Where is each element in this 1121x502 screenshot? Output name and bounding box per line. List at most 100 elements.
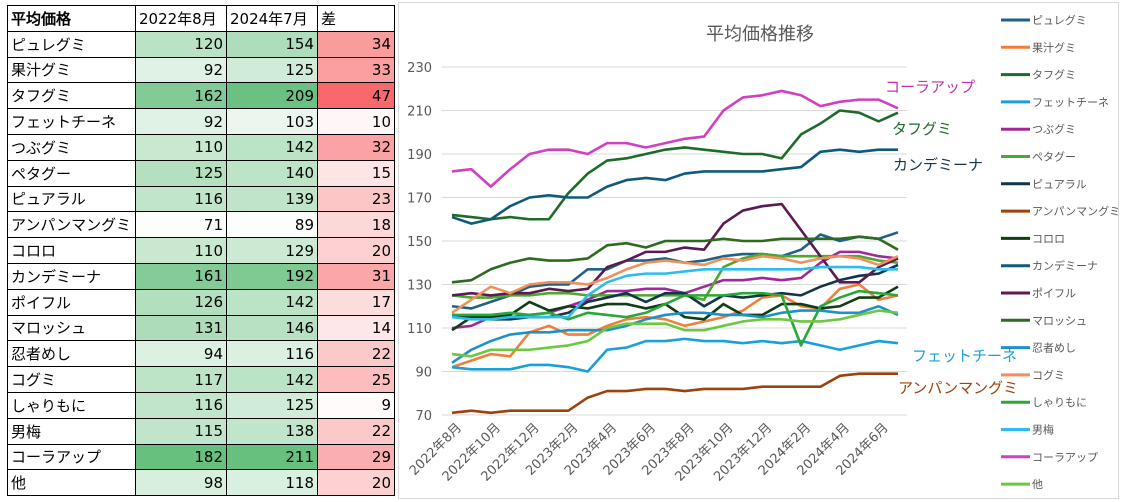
value-cell[interactable]: 139 [226, 185, 318, 213]
value-cell[interactable]: 209 [226, 82, 318, 110]
row-label[interactable]: ピュアラル [7, 185, 136, 213]
table-row: コロロ 110 129 20 [7, 237, 395, 264]
value-cell[interactable]: 29 [317, 443, 395, 471]
value-cell[interactable]: 120 [135, 30, 227, 58]
table-row: マロッシュ 131 146 14 [7, 314, 395, 342]
row-label[interactable]: コーラアップ [7, 443, 136, 471]
series-line-11 [451, 235, 899, 284]
row-label[interactable]: アンパンマングミ [7, 211, 136, 239]
row-label[interactable]: マロッシュ [7, 314, 136, 342]
value-cell[interactable]: 98 [135, 469, 227, 497]
value-cell[interactable]: 117 [135, 366, 227, 393]
series-line-9 [451, 148, 898, 225]
legend-label: つぶグミ [1032, 122, 1076, 136]
value-cell[interactable]: 146 [226, 314, 318, 342]
series-line-12 [451, 304, 899, 364]
value-cell[interactable]: 15 [317, 159, 395, 187]
series-annotation: フェットチーネ [912, 347, 1017, 365]
value-cell[interactable]: 23 [317, 185, 395, 213]
table-row: アンパンマングミ 71 89 18 [7, 211, 395, 239]
row-label[interactable]: ピュレグミ [7, 30, 136, 58]
value-cell[interactable]: 116 [135, 185, 227, 213]
value-cell[interactable]: 192 [226, 262, 318, 290]
value-cell[interactable]: 89 [226, 211, 318, 239]
value-cell[interactable]: 33 [317, 56, 395, 84]
value-cell[interactable]: 125 [226, 391, 318, 419]
legend-label: 男梅 [1032, 423, 1054, 437]
value-cell[interactable]: 18 [317, 211, 395, 239]
series-line-3 [451, 337, 899, 373]
value-cell[interactable]: 110 [135, 237, 227, 264]
table-row: フェットチーネ 92 103 10 [7, 108, 395, 135]
value-cell[interactable]: 17 [317, 288, 395, 316]
value-cell[interactable]: 31 [317, 262, 395, 290]
table-row: カンデミーナ 161 192 31 [7, 262, 395, 290]
price-table: 平均価格 2022年8月 2024年7月差ピュレグミ 120 154 34 果汁グミ 92 12… [7, 5, 395, 497]
value-cell[interactable]: 182 [135, 443, 227, 471]
series-line-15 [451, 265, 898, 321]
table-row: ポイフル 126 142 17 [7, 288, 395, 316]
value-cell[interactable]: 116 [135, 391, 227, 419]
value-cell[interactable]: 118 [226, 469, 318, 497]
value-cell[interactable]: 140 [226, 159, 318, 187]
column-header: 差 [317, 5, 395, 32]
row-label[interactable]: フェットチーネ [7, 108, 136, 135]
series-annotation: コーラアップ [885, 78, 975, 96]
value-cell[interactable]: 142 [226, 133, 318, 161]
value-cell[interactable]: 22 [317, 417, 395, 445]
chart-title: 平均価格推移 [706, 24, 814, 45]
y-tick-label: 230 [407, 61, 432, 76]
value-cell[interactable]: 142 [226, 366, 318, 393]
series-line-5 [451, 252, 899, 302]
legend-label: ピュアラル [1032, 178, 1087, 191]
value-cell[interactable]: 20 [317, 469, 395, 497]
value-cell[interactable]: 22 [317, 340, 395, 368]
value-cell[interactable]: 116 [226, 340, 318, 368]
series-line-16 [451, 89, 899, 188]
value-cell[interactable]: 34 [317, 30, 395, 58]
table-row: 男梅 115 138 22 [7, 417, 395, 445]
value-cell[interactable]: 115 [135, 417, 227, 445]
value-cell[interactable]: 92 [135, 56, 227, 84]
value-cell[interactable]: 47 [317, 82, 395, 110]
value-cell[interactable]: 92 [135, 108, 227, 135]
column-header: 平均価格 [7, 5, 136, 32]
row-label[interactable]: 果汁グミ [7, 56, 136, 84]
table-row: しゃりもに 116 125 9 [7, 391, 395, 419]
value-cell[interactable]: 125 [135, 159, 227, 187]
series-annotation: カンデミーナ [893, 156, 983, 174]
table-row: 忍者めし 94 116 22 [7, 340, 395, 368]
legend-label: しゃりもに [1032, 396, 1087, 409]
row-label[interactable]: 男梅 [7, 417, 136, 445]
value-cell[interactable]: 211 [226, 443, 318, 471]
legend-label: ペタグー [1032, 150, 1076, 164]
value-cell[interactable]: 154 [226, 30, 318, 58]
legend-label: タフグミ [1032, 68, 1076, 82]
value-cell[interactable]: 94 [135, 340, 227, 368]
table-row: 他 98 118 20 [7, 469, 395, 497]
legend-label: 忍者めし [1032, 342, 1076, 355]
value-cell[interactable]: 14 [317, 314, 395, 342]
table-row: タフグミ 162 209 47 [7, 82, 395, 110]
value-cell[interactable]: 103 [226, 108, 318, 135]
series-line-13 [451, 254, 899, 314]
row-label[interactable]: ペタグー [7, 159, 136, 187]
y-tick-label: 210 [407, 105, 432, 120]
table-row: コーラアップ 182 211 29 [7, 443, 395, 471]
legend-label: コグミ [1032, 368, 1065, 382]
y-tick-label: 110 [407, 322, 432, 337]
row-label[interactable]: コロロ [7, 237, 136, 264]
series-line-14 [452, 289, 899, 347]
y-tick-label: 130 [407, 279, 432, 294]
legend-label: コロロ [1032, 232, 1065, 245]
value-cell[interactable]: 142 [226, 288, 318, 316]
row-label[interactable]: 他 [7, 469, 136, 497]
value-cell[interactable]: 10 [317, 108, 395, 135]
value-cell[interactable]: 20 [317, 237, 395, 264]
legend-label: フェットチーネ [1032, 96, 1109, 109]
value-cell[interactable]: 25 [317, 366, 395, 393]
row-label[interactable]: カンデミーナ [7, 262, 136, 290]
legend-label: コーラアップ [1032, 451, 1098, 464]
value-cell[interactable]: 131 [135, 314, 227, 342]
table-header: 平均価格 2022年8月 2024年7月差 [7, 5, 395, 32]
